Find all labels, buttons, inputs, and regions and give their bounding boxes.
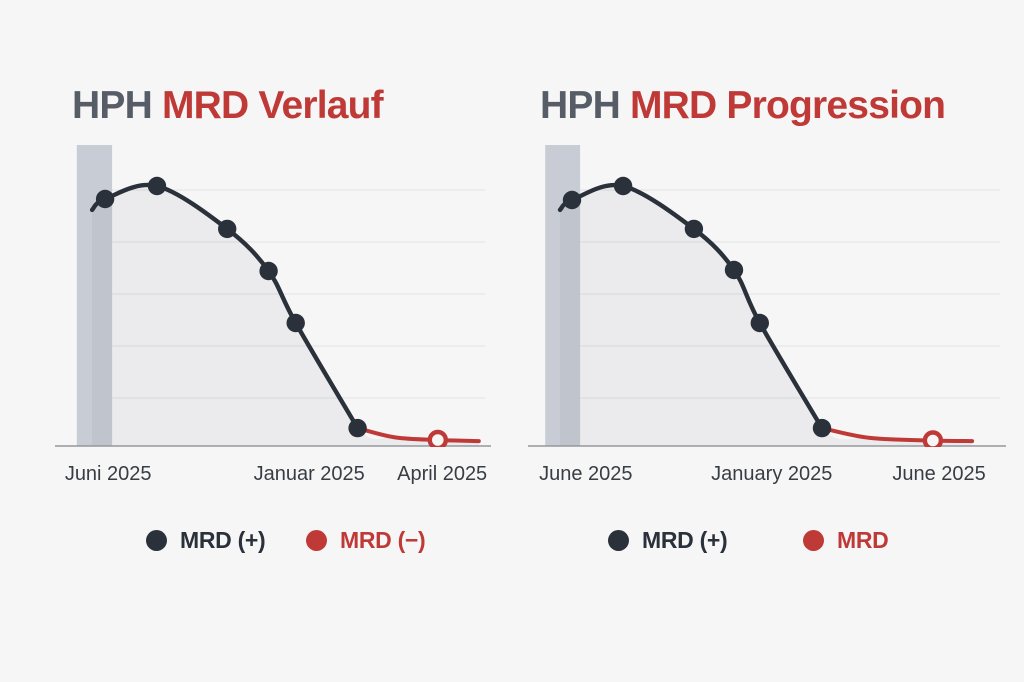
x-tick: January 2025 [711,463,833,485]
chart-title: HPH MRD Progression [540,84,946,128]
mrd-line-chart [55,145,491,447]
legend-label: MRD (−) [340,527,426,553]
legend-label: MRD (+) [642,527,728,553]
title-main: MRD Verlauf [161,84,384,127]
title-main: MRD Progression [629,84,946,127]
x-axis: Juni 2025 Januar 2025 April 2025 [55,463,491,489]
x-axis: June 2025 January 2025 June 2025 [528,463,1006,489]
filled-dot-icon [803,530,824,551]
filled-dot-icon [608,530,629,551]
chart-panel-right: HPH MRD Progression June 2025 January 202… [512,0,1024,682]
filled-dot-icon [306,530,327,551]
filled-dot-icon [146,530,167,551]
chart-panel-left: HPH MRD Verlauf Juni 2025 Januar 2025 Apr… [0,84,512,557]
x-tick: April 2025 [397,463,488,485]
legend: MRD (+) MRD (−) [0,527,512,557]
chart-title: HPH MRD Verlauf [72,84,384,128]
title-prefix: HPH [72,84,153,127]
legend: MRD (+) MRD [512,527,1024,557]
legend-label: MRD (+) [180,527,266,553]
legend-item-mrd-positive: MRD (+) [608,527,728,554]
legend-item-mrd-negative: MRD [803,527,889,554]
title-prefix: HPH [540,84,621,127]
x-tick: June 2025 [539,463,633,485]
legend-item-mrd-negative: MRD (−) [306,527,426,554]
legend-label: MRD [837,527,889,553]
x-tick: Juni 2025 [64,463,152,485]
x-tick: Januar 2025 [253,463,365,485]
x-tick: June 2025 [892,463,986,485]
mrd-line-chart [528,145,1006,447]
legend-item-mrd-positive: MRD (+) [146,527,266,554]
